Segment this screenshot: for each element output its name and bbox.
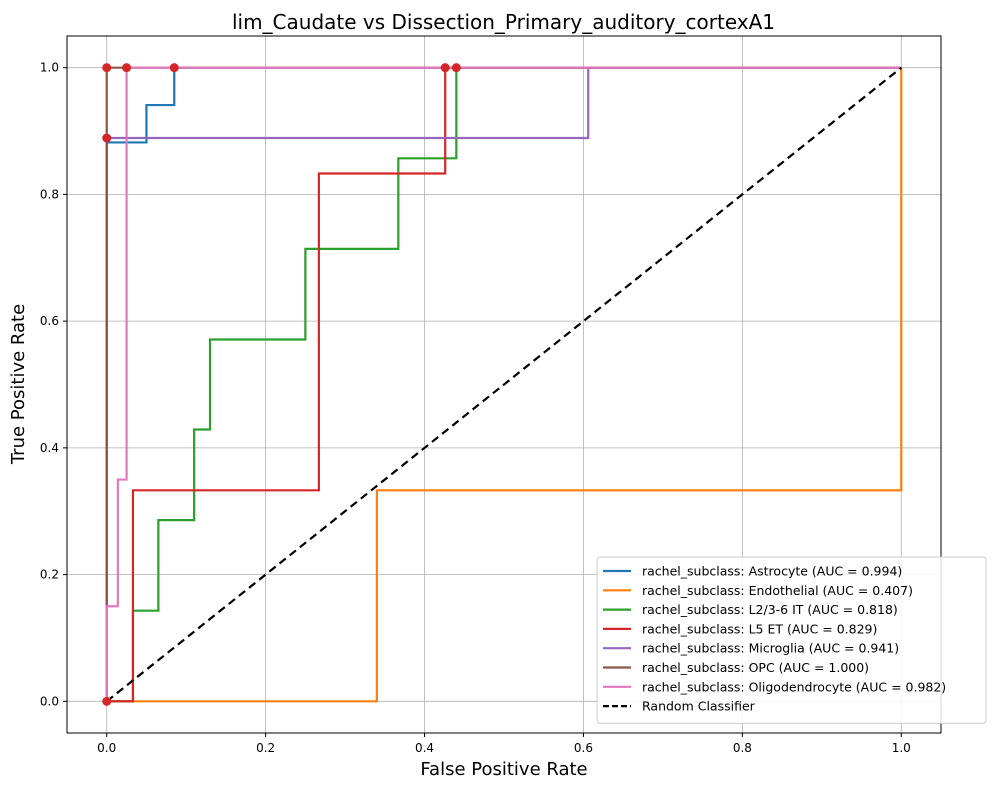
- series-line-2: [106, 66, 902, 703]
- legend-label: rachel_subclass: Microglia (AUC = 0.941): [642, 641, 899, 656]
- threshold-point-4: [102, 133, 112, 143]
- chart-title: lim_Caudate vs Dissection_Primary_audito…: [232, 10, 775, 34]
- legend-label: rachel_subclass: Oligodendrocyte (AUC = …: [642, 679, 946, 694]
- random-classifier-line: [106, 66, 902, 703]
- legend-box: [596, 556, 987, 724]
- y-axis-ticks: 0.0 0.2 0.4 0.6 0.8 1.0: [40, 61, 67, 708]
- legend-label: rachel_subclass: OPC (AUC = 1.000): [642, 660, 869, 675]
- series-line-1: [106, 67, 903, 703]
- threshold-point-2: [451, 63, 461, 73]
- x-tick-label: 1.0: [892, 741, 911, 755]
- x-tick-label: 0.8: [733, 741, 752, 755]
- y-axis-label: True Positive Rate: [8, 304, 29, 465]
- legend-label: rachel_subclass: Astrocyte (AUC = 0.994): [642, 564, 902, 579]
- y-tick-label: 0.6: [40, 314, 59, 328]
- x-tick-label: 0.4: [415, 741, 434, 755]
- threshold-point-5: [102, 63, 112, 73]
- threshold-point-6: [122, 63, 132, 73]
- threshold-point-0: [169, 63, 179, 73]
- x-tick-label: 0.6: [574, 741, 593, 755]
- legend-label: Random Classifier: [642, 699, 756, 714]
- threshold-markers: [102, 63, 461, 706]
- series-line-3: [106, 66, 902, 703]
- x-axis-label: False Positive Rate: [420, 759, 587, 780]
- legend: rachel_subclass: Astrocyte (AUC = 0.994)…: [596, 556, 987, 724]
- plot-frame: [66, 35, 942, 734]
- y-tick-label: 0.4: [40, 441, 59, 455]
- grid-lines: [67, 36, 941, 733]
- threshold-point-1: [102, 696, 112, 706]
- legend-label: rachel_subclass: Endothelial (AUC = 0.40…: [642, 583, 913, 598]
- y-tick-label: 0.0: [40, 694, 59, 708]
- y-tick-label: 0.8: [40, 187, 59, 201]
- threshold-point-3: [440, 63, 450, 73]
- legend-label: rachel_subclass: L5 ET (AUC = 0.829): [642, 621, 877, 636]
- y-tick-label: 1.0: [40, 61, 59, 75]
- x-axis-ticks: 0.0 0.2 0.4 0.6 0.8 1.0: [97, 733, 911, 755]
- y-tick-label: 0.2: [40, 568, 59, 582]
- x-tick-label: 0.2: [256, 741, 275, 755]
- x-tick-label: 0.0: [97, 741, 116, 755]
- legend-label: rachel_subclass: L2/3-6 IT (AUC = 0.818): [642, 602, 898, 617]
